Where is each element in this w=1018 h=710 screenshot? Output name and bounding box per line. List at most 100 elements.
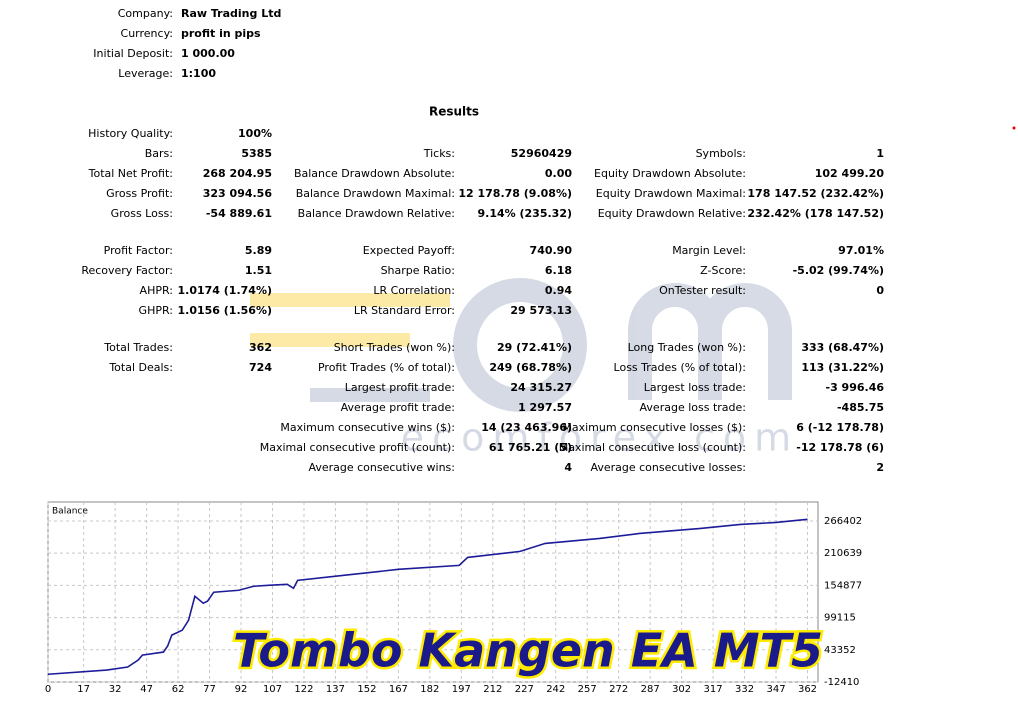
- stat-value: 1 297.57: [518, 401, 572, 414]
- x-tick-label: 272: [609, 684, 628, 695]
- info-label: Currency:: [121, 27, 173, 40]
- stat-label: Total Net Profit:: [88, 167, 173, 180]
- stat-value: 29 573.13: [510, 304, 572, 317]
- stat-label: Average loss trade:: [640, 401, 746, 414]
- stat-value: -12 178.78 (6): [796, 441, 884, 454]
- stat-label: Equity Drawdown Absolute:: [594, 167, 746, 180]
- x-tick-label: 257: [578, 684, 597, 695]
- chart-title: Balance: [52, 507, 88, 517]
- stat-value: 52960429: [511, 147, 572, 160]
- stat-label: Long Trades (won %):: [628, 341, 746, 354]
- y-tick-label: 99115: [824, 613, 856, 624]
- info-value: profit in pips: [181, 27, 261, 40]
- y-tick-label: -12410: [824, 677, 859, 688]
- stat-label: Maximum consecutive losses ($):: [562, 421, 746, 434]
- info-label: Company:: [118, 7, 173, 20]
- overlay-title: Tombo Kangen EA MT5: [233, 624, 823, 678]
- info-label: Leverage:: [118, 67, 173, 80]
- stat-value: 9.14% (235.32): [478, 207, 573, 220]
- stat-value: 1: [876, 147, 884, 160]
- x-tick-label: 77: [203, 684, 216, 695]
- y-tick-label: 154877: [824, 580, 862, 591]
- stat-label: LR Standard Error:: [354, 304, 455, 317]
- info-label: Initial Deposit:: [93, 47, 173, 60]
- stat-label: Profit Trades (% of total):: [318, 361, 455, 374]
- info-value: 1:100: [181, 67, 216, 80]
- stat-value: 113 (31.22%): [801, 361, 884, 374]
- balance-line: [47, 518, 808, 676]
- stat-value: 740.90: [530, 244, 573, 257]
- stat-value: 102 499.20: [815, 167, 885, 180]
- x-tick-label: 32: [109, 684, 122, 695]
- stat-label: Symbols:: [696, 147, 746, 160]
- info-value: 1 000.00: [181, 47, 235, 60]
- dot: [1012, 126, 1016, 130]
- stat-label: Largest profit trade:: [345, 381, 455, 394]
- stat-value: 5385: [241, 147, 272, 160]
- stat-value: 323 094.56: [203, 187, 273, 200]
- stat-value: 362: [249, 341, 272, 354]
- stat-label: LR Correlation:: [373, 284, 455, 297]
- x-tick-label: 182: [420, 684, 439, 695]
- stat-value: 178 147.52 (232.42%): [747, 187, 884, 200]
- stat-value: 29 (72.41%): [497, 341, 572, 354]
- info-value: Raw Trading Ltd: [181, 7, 281, 20]
- x-tick-label: 62: [172, 684, 185, 695]
- stat-value: 2: [876, 461, 884, 474]
- stat-value: 232.42% (178 147.52): [747, 207, 884, 220]
- x-tick-label: 167: [389, 684, 408, 695]
- stat-value: 97.01%: [838, 244, 884, 257]
- stat-label: Total Deals:: [108, 361, 173, 374]
- stat-value: 6 (-12 178.78): [796, 421, 884, 434]
- watermark-logo: [250, 278, 792, 412]
- y-tick-label: 43352: [824, 645, 856, 656]
- stat-label: Equity Drawdown Relative:: [598, 207, 746, 220]
- stat-label: Balance Drawdown Absolute:: [294, 167, 455, 180]
- stat-value: -3 996.46: [826, 381, 885, 394]
- stat-label: Equity Drawdown Maximal:: [596, 187, 746, 200]
- stat-label: Maximal consecutive profit (count):: [260, 441, 455, 454]
- stat-label: Short Trades (won %):: [334, 341, 455, 354]
- stat-label: Average consecutive wins:: [308, 461, 455, 474]
- x-tick-label: 227: [515, 684, 534, 695]
- y-tick-label: 210639: [824, 548, 862, 559]
- x-tick-label: 0: [45, 684, 51, 695]
- x-tick-label: 17: [77, 684, 90, 695]
- stat-label: Average consecutive losses:: [590, 461, 746, 474]
- x-tick-label: 302: [672, 684, 691, 695]
- stat-value: 61 765.21 (5): [489, 441, 572, 454]
- stat-value: 14 (23 463.96): [481, 421, 572, 434]
- stat-value: 0.94: [545, 284, 572, 297]
- x-tick-label: 197: [452, 684, 471, 695]
- x-tick-label: 137: [326, 684, 345, 695]
- stat-value: -485.75: [837, 401, 884, 414]
- stat-label: Margin Level:: [672, 244, 746, 257]
- watermark: ecomforex.com: [401, 416, 799, 460]
- stat-label: Balance Drawdown Relative:: [298, 207, 455, 220]
- stat-label: Total Trades:: [103, 341, 173, 354]
- x-tick-label: 122: [294, 684, 313, 695]
- stat-value: 100%: [238, 127, 272, 140]
- stat-value: 0.00: [545, 167, 572, 180]
- stat-label: GHPR:: [139, 304, 173, 317]
- stat-value: 268 204.95: [203, 167, 272, 180]
- x-tick-label: 152: [357, 684, 376, 695]
- stat-value: 1.0174 (1.74%): [178, 284, 273, 297]
- x-tick-label: 212: [483, 684, 502, 695]
- stat-label: Recovery Factor:: [81, 264, 173, 277]
- results-title: Results: [429, 105, 479, 119]
- x-tick-label: 107: [263, 684, 282, 695]
- stat-label: Balance Drawdown Maximal:: [296, 187, 455, 200]
- x-tick-label: 317: [704, 684, 723, 695]
- stat-value: 24 315.27: [510, 381, 572, 394]
- stat-label: Maximal consecutive loss (count):: [559, 441, 746, 454]
- x-tick-label: 287: [641, 684, 660, 695]
- stat-value: -54 889.61: [206, 207, 272, 220]
- chart-axes: 0 17 32 47 62 77 92 107 122 137 152 167 182 197 212 227…: [45, 502, 862, 695]
- x-tick-label: 332: [735, 684, 754, 695]
- stat-label: AHPR:: [140, 284, 173, 297]
- stat-label: Profit Factor:: [104, 244, 173, 257]
- y-tick-label: 266402: [824, 516, 862, 527]
- x-tick-label: 47: [140, 684, 153, 695]
